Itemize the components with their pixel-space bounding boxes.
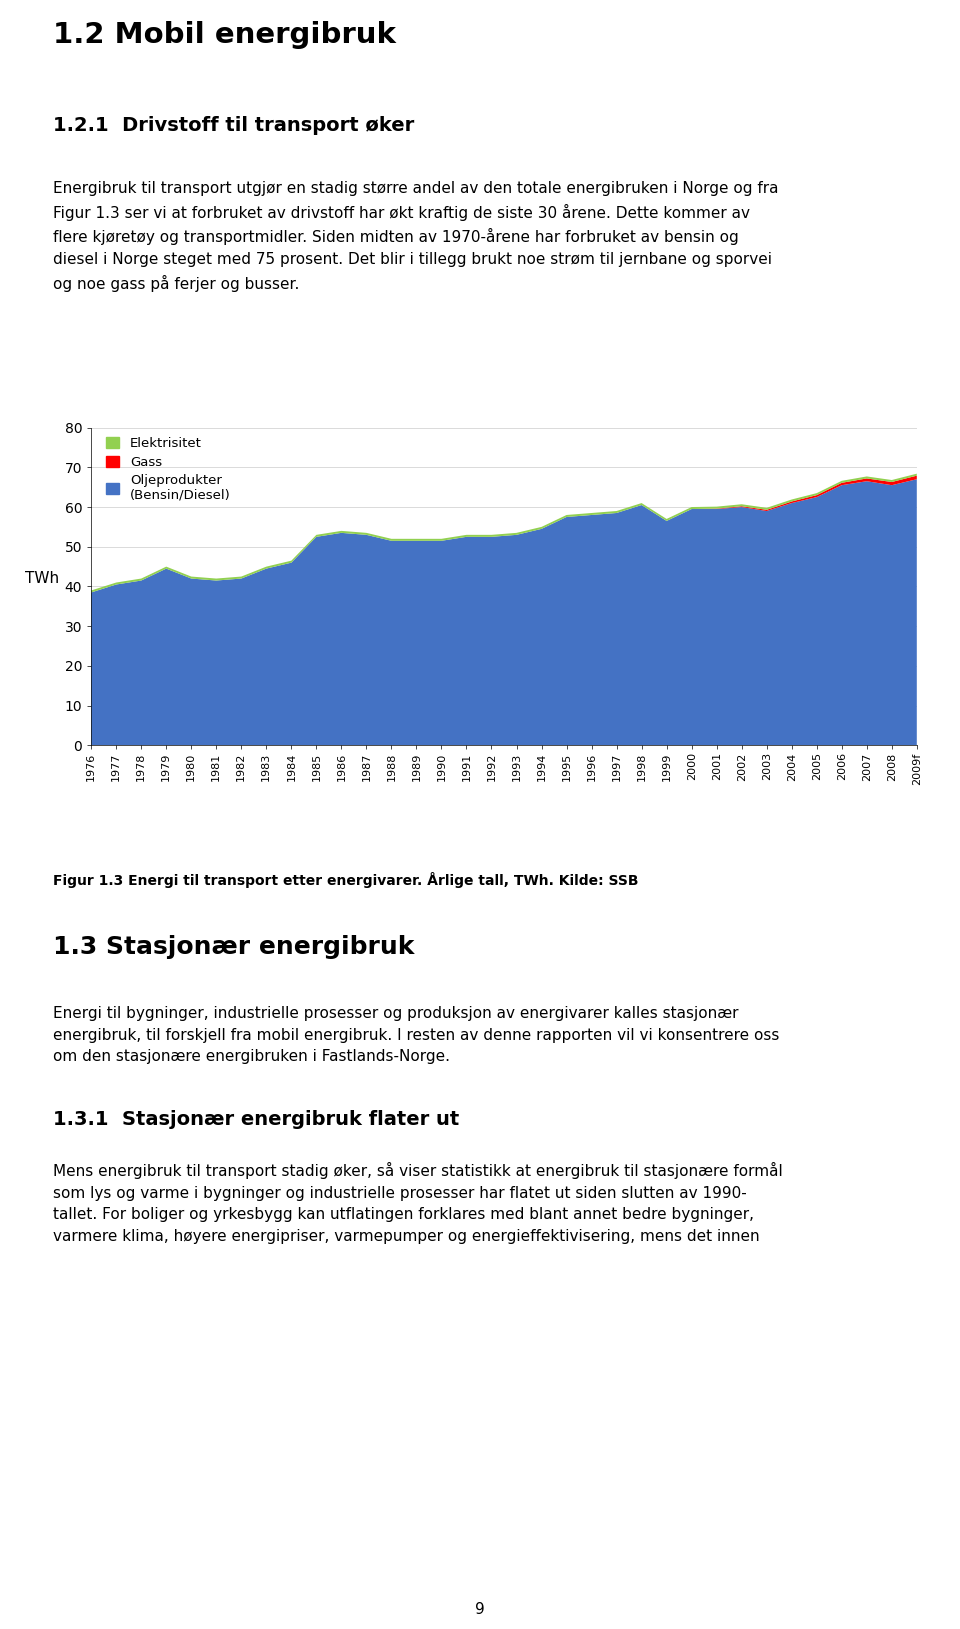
Text: 1.2 Mobil energibruk: 1.2 Mobil energibruk [53,21,396,49]
Y-axis label: TWh: TWh [25,572,59,586]
Text: 1.3.1  Stasjonær energibruk flater ut: 1.3.1 Stasjonær energibruk flater ut [53,1111,459,1129]
Legend: Elektrisitet, Gass, Oljeprodukter
(Bensin/Diesel): Elektrisitet, Gass, Oljeprodukter (Bensi… [106,437,230,502]
Text: Mens energibruk til transport stadig øker, så viser statistikk at energibruk til: Mens energibruk til transport stadig øke… [53,1161,782,1245]
Text: Energi til bygninger, industrielle prosesser og produksjon av energivarer kalles: Energi til bygninger, industrielle prose… [53,1007,780,1064]
Text: Figur 1.3 Energi til transport etter energivarer. Årlige tall, TWh. Kilde: SSB: Figur 1.3 Energi til transport etter ene… [53,872,638,888]
Text: 9: 9 [475,1601,485,1618]
Text: Energibruk til transport utgjør en stadig større andel av den totale energibruke: Energibruk til transport utgjør en stadi… [53,181,779,292]
Text: 1.3 Stasjonær energibruk: 1.3 Stasjonær energibruk [53,935,414,959]
Text: 1.2.1  Drivstoff til transport øker: 1.2.1 Drivstoff til transport øker [53,116,414,135]
